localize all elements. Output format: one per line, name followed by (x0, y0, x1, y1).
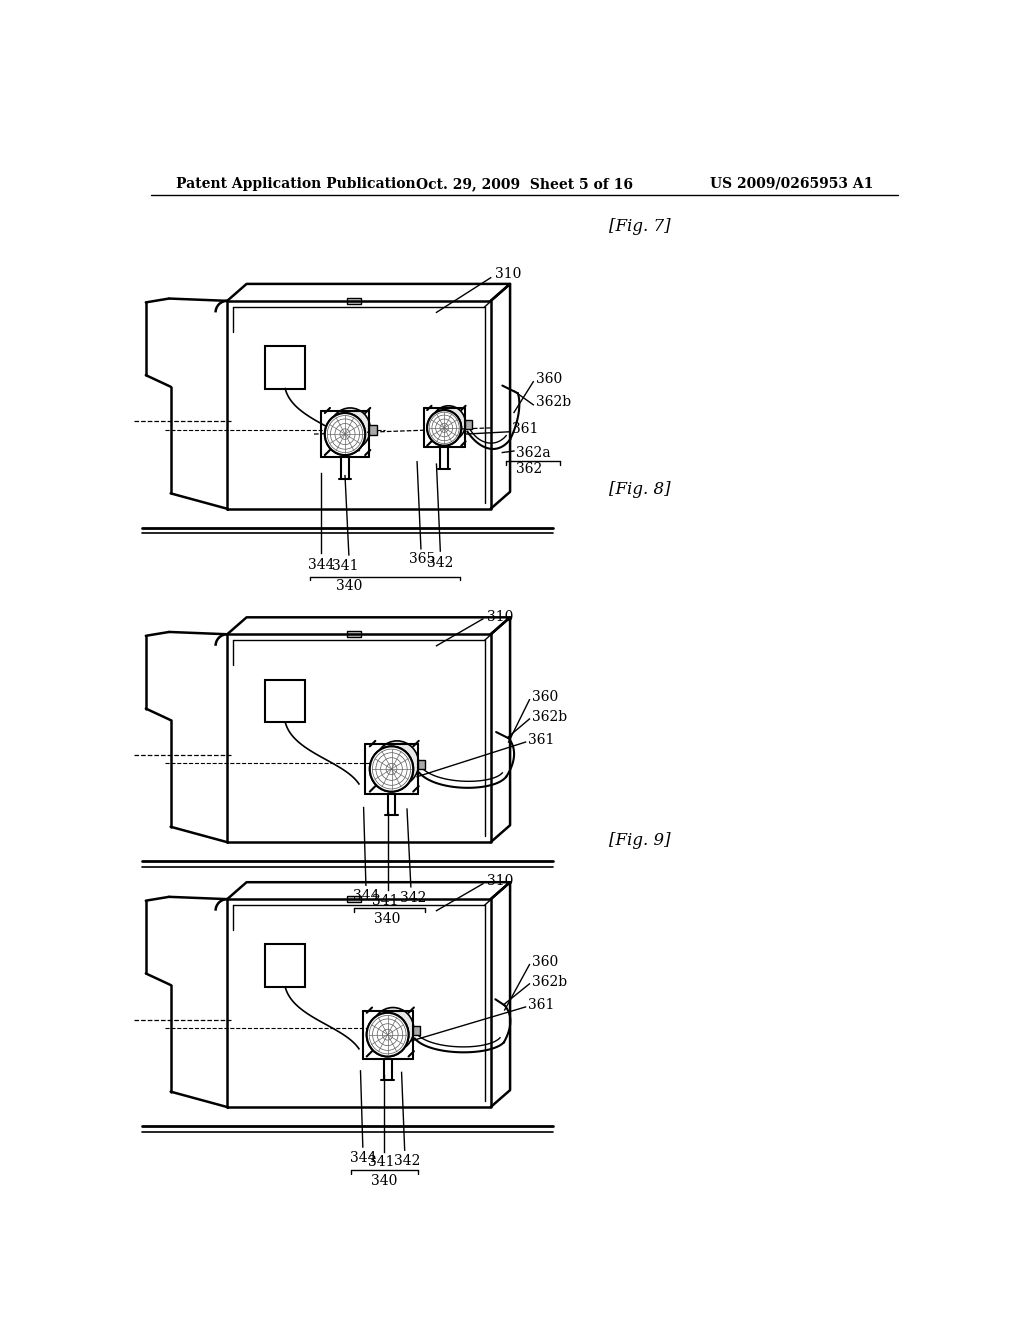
Ellipse shape (330, 408, 371, 450)
Text: 340: 340 (336, 578, 362, 593)
Text: 310: 310 (486, 610, 513, 623)
Bar (265, 945, 305, 987)
Bar (347, 631, 360, 638)
Ellipse shape (427, 411, 461, 446)
Text: 342: 342 (400, 891, 426, 904)
Text: [Fig. 9]: [Fig. 9] (608, 832, 671, 849)
Text: 340: 340 (371, 1173, 397, 1188)
Text: 341: 341 (369, 1155, 394, 1170)
Text: 344: 344 (308, 558, 334, 572)
Text: 361: 361 (528, 998, 554, 1011)
Text: 362b: 362b (531, 974, 567, 989)
Ellipse shape (367, 1012, 409, 1056)
Text: 360: 360 (531, 690, 558, 705)
Bar (347, 896, 360, 903)
Text: Oct. 29, 2009  Sheet 5 of 16: Oct. 29, 2009 Sheet 5 of 16 (417, 177, 633, 191)
Text: 310: 310 (495, 267, 521, 281)
Text: [Fig. 7]: [Fig. 7] (608, 218, 671, 235)
Ellipse shape (427, 411, 461, 446)
Ellipse shape (372, 1007, 414, 1051)
Text: 362a: 362a (516, 446, 551, 461)
Text: 341: 341 (332, 560, 358, 573)
Ellipse shape (376, 741, 419, 787)
Bar (265, 346, 305, 388)
Text: Patent Application Publication: Patent Application Publication (176, 177, 416, 191)
Text: 342: 342 (394, 1154, 420, 1168)
Text: 340: 340 (375, 912, 400, 927)
Text: 361: 361 (512, 422, 539, 437)
Text: 344: 344 (352, 890, 379, 903)
Bar (465, 420, 472, 429)
Text: [Fig. 8]: [Fig. 8] (608, 480, 671, 498)
Text: 362b: 362b (531, 710, 567, 723)
Ellipse shape (370, 746, 414, 792)
Text: 362: 362 (516, 462, 543, 475)
Ellipse shape (431, 405, 466, 441)
Bar (347, 298, 360, 304)
Text: 342: 342 (427, 556, 454, 570)
Text: 361: 361 (528, 733, 554, 747)
Bar (265, 680, 305, 722)
Text: 360: 360 (536, 372, 562, 387)
Bar (418, 760, 425, 770)
Text: 341: 341 (372, 894, 398, 908)
Text: US 2009/0265953 A1: US 2009/0265953 A1 (711, 177, 873, 191)
Text: 344: 344 (349, 1151, 376, 1164)
Ellipse shape (325, 413, 366, 455)
Text: 365: 365 (410, 552, 435, 566)
Text: 310: 310 (486, 874, 513, 888)
Ellipse shape (367, 1012, 409, 1056)
Ellipse shape (325, 413, 366, 455)
Bar (413, 1026, 421, 1035)
Bar (370, 425, 377, 434)
Ellipse shape (370, 746, 414, 792)
Text: 360: 360 (531, 956, 558, 969)
Text: 362b: 362b (536, 396, 570, 409)
